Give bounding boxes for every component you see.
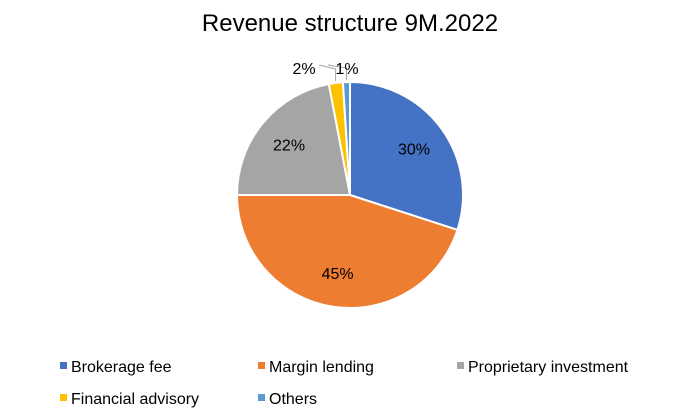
legend-swatch-brokerage-fee [60, 362, 67, 369]
pie-slices [235, 80, 464, 309]
pie-slice-brokerage-fee [349, 80, 464, 232]
pie-slice-others [341, 80, 351, 196]
data-label-brokerage-fee: 30% [398, 142, 430, 159]
data-label-margin-lending: 45% [322, 266, 354, 283]
slice-labels: 30% 45% 22% 2% 1% [273, 61, 430, 283]
chart-title: Revenue structure 9M.2022 [202, 10, 498, 37]
legend-label-others: Others [269, 391, 317, 408]
legend-label-proprietary-investment: Proprietary investment [468, 359, 629, 376]
legend-swatch-others [258, 394, 265, 401]
legend-swatch-margin-lending [258, 362, 265, 369]
legend-swatch-financial-advisory [60, 394, 67, 401]
leader-line-financial-advisory [318, 64, 337, 81]
data-label-proprietary-investment: 22% [273, 138, 305, 155]
pie-slice-margin-lending [235, 194, 459, 309]
legend-label-brokerage-fee: Brokerage fee [71, 359, 172, 376]
leader-lines [318, 64, 347, 81]
legend-label-margin-lending: Margin lending [269, 359, 374, 376]
data-label-others: 1% [335, 61, 358, 78]
legend-swatch-proprietary-investment [457, 362, 464, 369]
pie-slice-proprietary-investment [235, 82, 352, 196]
leader-line-others [327, 64, 347, 81]
data-label-financial-advisory: 2% [292, 61, 315, 78]
legend-label-financial-advisory: Financial advisory [71, 391, 199, 408]
legend: Brokerage fee Margin lending Proprietary i… [60, 359, 629, 408]
